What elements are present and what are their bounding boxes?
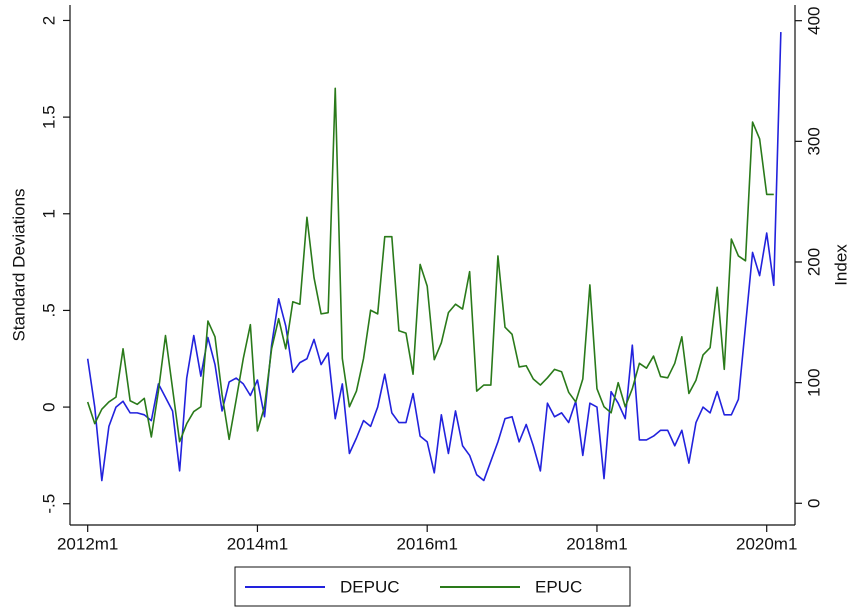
y-tick-label: 0 bbox=[39, 402, 58, 411]
y-tick-label: 1 bbox=[39, 209, 58, 218]
y2-tick-label: 300 bbox=[804, 127, 823, 155]
series-line bbox=[86, 87, 774, 443]
y2-tick-label: 0 bbox=[804, 499, 823, 508]
y2-tick-label: 400 bbox=[804, 6, 823, 34]
y-tick-label: 1.5 bbox=[39, 105, 58, 129]
y-tick-label: 2 bbox=[39, 16, 58, 25]
legend-label: EPUC bbox=[535, 577, 582, 596]
x-tick-label: 2014m1 bbox=[227, 534, 288, 553]
x-tick-label: 2020m1 bbox=[736, 534, 797, 553]
y2-tick-label: 100 bbox=[804, 368, 823, 396]
x-tick-label: 2016m1 bbox=[396, 534, 457, 553]
y-tick-label: .5 bbox=[39, 303, 58, 317]
y2-tick-label: 200 bbox=[804, 248, 823, 276]
x-tick-label: 2018m1 bbox=[566, 534, 627, 553]
y2-axis-title: Index bbox=[831, 244, 850, 286]
y-axis-title: Standard Deviations bbox=[9, 188, 28, 341]
y-tick-label: -.5 bbox=[39, 494, 58, 514]
x-tick-label: 2012m1 bbox=[57, 534, 118, 553]
legend-label: DEPUC bbox=[340, 577, 400, 596]
series-line bbox=[86, 32, 782, 482]
